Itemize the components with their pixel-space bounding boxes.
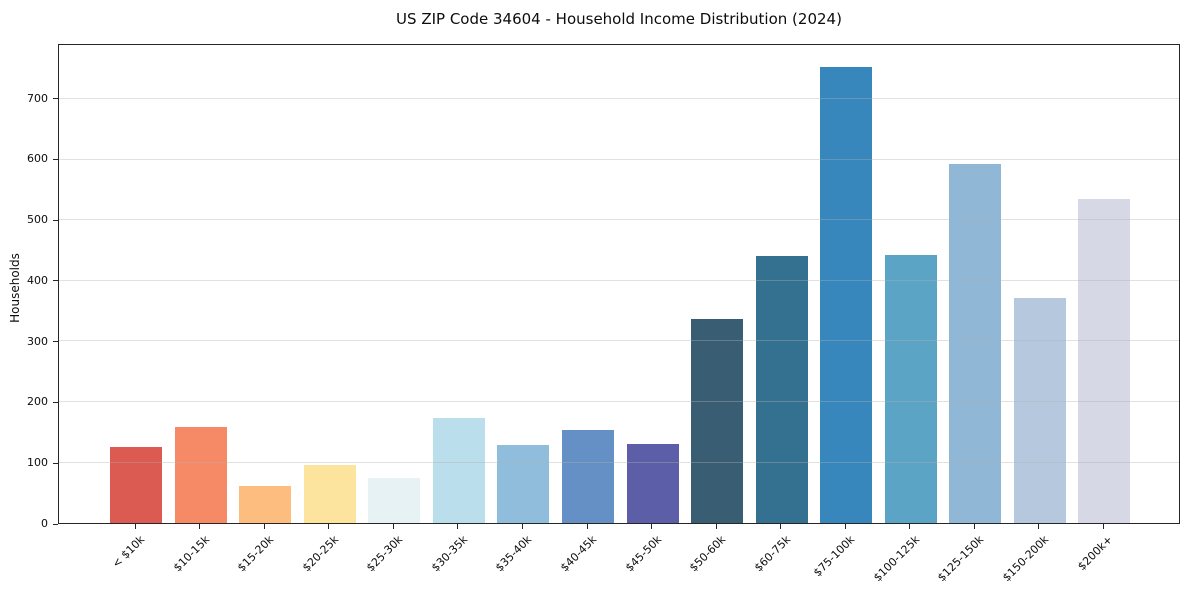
x-tick-mark (199, 524, 201, 529)
bar (432, 418, 485, 523)
x-tick-label: $35-40k (493, 533, 535, 575)
y-tick-label: 400 (27, 273, 48, 287)
x-tick-mark (1102, 524, 1104, 529)
x-tick-label: $25-30k (364, 533, 406, 575)
x-tick-label: $30-35k (428, 533, 471, 575)
x-tick-mark (973, 524, 975, 529)
bar (691, 319, 744, 523)
x-tick-mark (651, 524, 653, 529)
bar (626, 443, 679, 523)
bar (1013, 297, 1066, 523)
y-tick-mark (53, 341, 58, 343)
x-tick-mark (263, 524, 265, 529)
x-tick-mark (780, 524, 782, 529)
y-tick-label: 700 (27, 91, 48, 105)
x-tick-label: $20-25k (299, 533, 342, 575)
x-tick-mark (457, 524, 459, 529)
y-tick-label: 300 (27, 334, 48, 348)
gridline (59, 219, 1179, 221)
x-tick-label: $75-100k (811, 533, 858, 580)
y-tick-mark (53, 219, 58, 221)
x-tick-label: < $10k (109, 533, 148, 571)
y-tick-mark (53, 98, 58, 100)
gridline (59, 158, 1179, 160)
x-tick-mark (715, 524, 717, 529)
x-tick-label: $10-15k (170, 533, 213, 575)
y-tick-mark (53, 280, 58, 282)
gridline (59, 279, 1179, 281)
x-tick-mark (328, 524, 330, 529)
bar (174, 426, 227, 523)
x-tick-label: $150-200k (999, 533, 1051, 585)
x-tick-mark (586, 524, 588, 529)
y-tick-mark (53, 462, 58, 464)
y-tick-mark (53, 158, 58, 160)
x-tick-label: $125-150k (935, 533, 987, 585)
y-axis-label-text: Households (8, 253, 22, 323)
bar (884, 254, 937, 523)
x-tick-mark (909, 524, 911, 529)
y-tick-label: 600 (27, 152, 48, 166)
bar (497, 444, 550, 523)
x-tick-label: $50-60k (686, 533, 729, 575)
x-tick-label: $100-125k (870, 533, 922, 585)
bar (303, 464, 356, 523)
bar (1078, 198, 1131, 523)
gridline (59, 98, 1179, 100)
x-tick-mark (844, 524, 846, 529)
gridline (59, 340, 1179, 342)
bar (755, 256, 808, 523)
x-tick-label: $45-50k (622, 533, 664, 575)
bar (949, 164, 1002, 523)
gridline (59, 461, 1179, 463)
bar (239, 485, 292, 523)
x-tick-label: $15-20k (235, 533, 277, 575)
x-tick-mark (134, 524, 136, 529)
y-tick-mark (53, 523, 58, 525)
plot-area (58, 44, 1180, 524)
bar (562, 430, 614, 523)
x-tick-mark (392, 524, 394, 529)
x-tick-label: $200k+ (1075, 533, 1116, 574)
y-tick-label: 100 (27, 456, 48, 470)
y-tick-mark (53, 401, 58, 403)
x-tick-mark (521, 524, 523, 529)
gridline (59, 401, 1179, 402)
bar (368, 477, 421, 523)
x-tick-label: $60-75k (751, 533, 793, 575)
chart-title: US ZIP Code 34604 - Household Income Dis… (396, 10, 842, 28)
bar (110, 446, 163, 523)
y-tick-label: 0 (41, 517, 48, 530)
y-tick-label: 500 (27, 213, 48, 227)
x-tick-label: $40-45k (557, 533, 600, 575)
x-tick-mark (1038, 524, 1040, 529)
bar (820, 67, 873, 523)
y-tick-label: 200 (27, 395, 48, 409)
